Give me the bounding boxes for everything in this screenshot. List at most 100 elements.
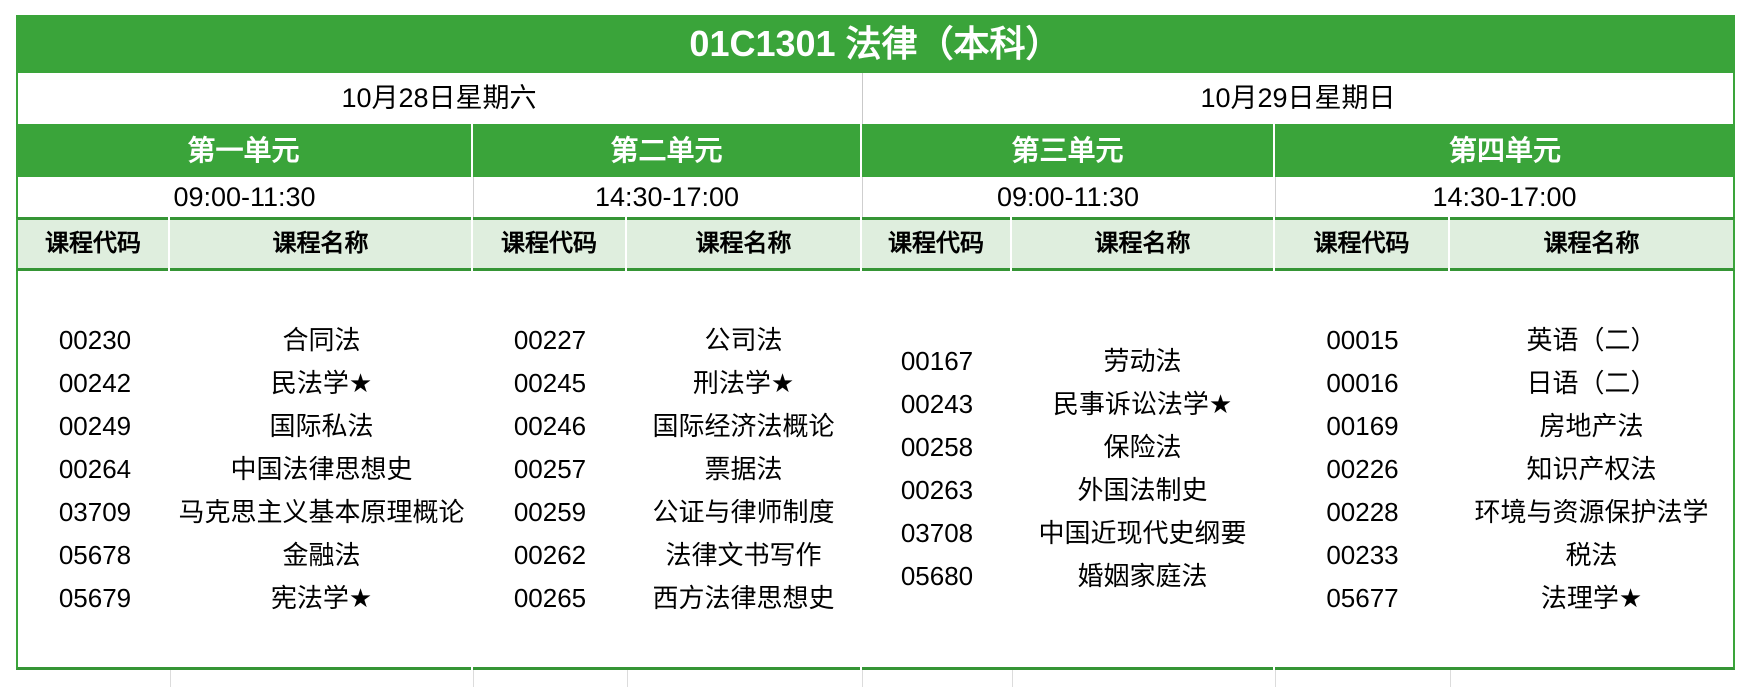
course-name: 知识产权法 [1526, 453, 1657, 484]
course-name: 房地产法 [1539, 410, 1644, 441]
course-name: 宪法学★ [270, 582, 373, 613]
course-row: 00263 外国法制史 [862, 469, 1273, 512]
course-code: 00259 [513, 496, 587, 527]
course-name: 劳动法 [1103, 346, 1182, 376]
page-title: 01C1301 法律（本科） [16, 15, 1735, 73]
course-code: 00257 [513, 453, 587, 484]
course-row: 00169 房地产法 [1275, 405, 1733, 448]
course-name: 公司法 [704, 324, 783, 355]
course-code: 00243 [900, 389, 974, 419]
bottom-strip [473, 670, 625, 687]
course-row: 00242 民法学★ [18, 362, 471, 405]
unit-1-time: 09:00-11:30 [16, 177, 471, 217]
course-row: 05678 金融法 [18, 534, 471, 577]
course-code: 00246 [513, 410, 587, 441]
course-code: 00265 [513, 582, 587, 613]
course-name: 马克思主义基本原理概论 [178, 496, 465, 527]
course-row: 00258 保险法 [862, 426, 1273, 469]
course-name: 民事诉讼法学★ [1052, 389, 1233, 419]
course-code: 00233 [1326, 539, 1399, 570]
course-name: 刑法学★ [692, 367, 795, 398]
course-row: 00167 劳动法 [862, 340, 1273, 383]
column-header-name: 课程名称 [627, 217, 860, 271]
exam-schedule-table: 01C1301 法律（本科） 10月28日星期六 10月29日星期日 第一单元 … [16, 15, 1735, 687]
course-row: 00227 公司法 [473, 319, 860, 362]
course-code: 00167 [900, 346, 974, 376]
course-name: 日语（二） [1526, 367, 1657, 398]
course-code: 00227 [513, 324, 587, 355]
course-name: 国际经济法概论 [652, 410, 835, 441]
course-code: 00258 [900, 432, 974, 462]
date-saturday: 10月28日星期六 [16, 73, 860, 124]
unit-3-header: 第三单元 [862, 124, 1273, 177]
course-name: 环境与资源保护法学 [1474, 496, 1709, 527]
course-code: 00169 [1326, 410, 1399, 441]
column-header-name: 课程名称 [1012, 217, 1273, 271]
course-row: 00230 合同法 [18, 319, 471, 362]
bottom-strip [16, 670, 168, 687]
column-header-name: 课程名称 [170, 217, 471, 271]
course-row: 03708 中国近现代史纲要 [862, 512, 1273, 555]
course-row: 00262 法律文书写作 [473, 534, 860, 577]
unit-1-course-list: 00230 合同法 00242 民法学★ 00249 国际私法 00264 中国… [16, 271, 471, 670]
course-name: 法理学★ [1540, 582, 1643, 613]
course-row: 00246 国际经济法概论 [473, 405, 860, 448]
course-row: 03709 马克思主义基本原理概论 [18, 491, 471, 534]
course-row: 05677 法理学★ [1275, 577, 1733, 620]
course-name: 西方法律思想史 [652, 582, 835, 613]
column-header-code: 课程代码 [1275, 217, 1448, 271]
course-name: 合同法 [282, 324, 361, 355]
column-header-name: 课程名称 [1450, 217, 1735, 271]
unit-4-time: 14:30-17:00 [1275, 177, 1735, 217]
course-row: 00015 英语（二） [1275, 319, 1733, 362]
bottom-strip [1275, 670, 1448, 687]
course-name: 婚姻家庭法 [1077, 561, 1208, 591]
course-name: 中国法律思想史 [230, 453, 413, 484]
course-code: 00242 [58, 367, 132, 398]
course-code: 05680 [900, 561, 974, 591]
course-row: 00264 中国法律思想史 [18, 448, 471, 491]
course-row: 00226 知识产权法 [1275, 448, 1733, 491]
unit-2-course-list: 00227 公司法 00245 刑法学★ 00246 国际经济法概论 00257… [473, 271, 860, 670]
unit-4-course-list: 00015 英语（二） 00016 日语（二） 00169 房地产法 00226… [1275, 271, 1735, 670]
course-row: 05679 宪法学★ [18, 577, 471, 620]
course-code: 00226 [1326, 453, 1399, 484]
course-name: 中国近现代史纲要 [1038, 518, 1247, 548]
course-name: 国际私法 [269, 410, 374, 441]
unit-3-course-list: 00167 劳动法 00243 民事诉讼法学★ 00258 保险法 00263 … [862, 271, 1273, 670]
course-row: 00245 刑法学★ [473, 362, 860, 405]
unit-3-time: 09:00-11:30 [862, 177, 1273, 217]
course-row: 00257 票据法 [473, 448, 860, 491]
course-row: 00233 税法 [1275, 534, 1733, 577]
course-code: 03709 [58, 496, 132, 527]
course-row: 00265 西方法律思想史 [473, 577, 860, 620]
course-code: 00015 [1326, 324, 1399, 355]
course-code: 00263 [900, 475, 974, 505]
course-name: 公证与律师制度 [652, 496, 835, 527]
course-row: 05680 婚姻家庭法 [862, 555, 1273, 598]
course-name: 外国法制史 [1077, 475, 1208, 505]
column-header-code: 课程代码 [473, 217, 625, 271]
unit-2-header: 第二单元 [473, 124, 860, 177]
course-name: 保险法 [1103, 432, 1182, 462]
course-code: 00262 [513, 539, 587, 570]
course-row: 00259 公证与律师制度 [473, 491, 860, 534]
course-code: 00264 [58, 453, 132, 484]
course-code: 05677 [1326, 582, 1399, 613]
course-row: 00249 国际私法 [18, 405, 471, 448]
column-header-code: 课程代码 [16, 217, 168, 271]
bottom-strip [1012, 670, 1273, 687]
unit-4-header: 第四单元 [1275, 124, 1735, 177]
unit-2-time: 14:30-17:00 [473, 177, 860, 217]
course-code: 05679 [58, 582, 132, 613]
course-row: 00016 日语（二） [1275, 362, 1733, 405]
course-code: 00249 [58, 410, 132, 441]
unit-1-header: 第一单元 [16, 124, 471, 177]
course-name: 英语（二） [1526, 324, 1657, 355]
course-code: 05678 [58, 539, 132, 570]
course-name: 金融法 [282, 539, 361, 570]
course-row: 00243 民事诉讼法学★ [862, 383, 1273, 426]
bottom-strip [1450, 670, 1735, 687]
course-code: 00016 [1326, 367, 1399, 398]
